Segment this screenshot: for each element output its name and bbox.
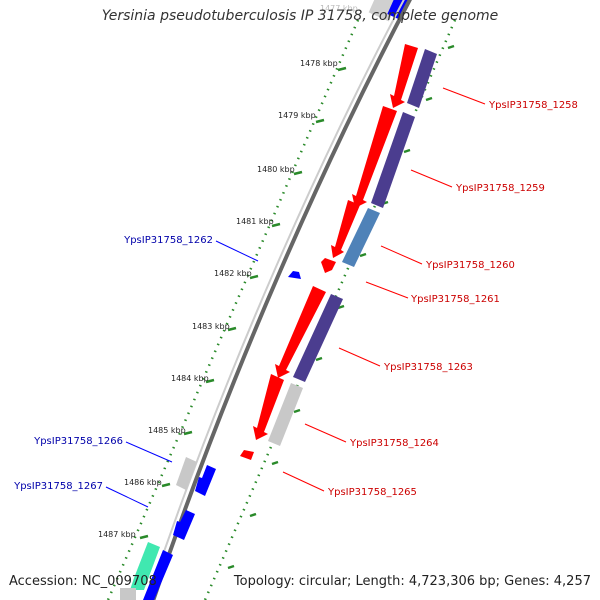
- label-1260: YpsIP31758_1260: [425, 260, 515, 271]
- forward-genes: [240, 44, 418, 460]
- cds-1264: [268, 383, 303, 446]
- tick-label-1487: 1487 kbp: [98, 530, 136, 539]
- tick-label-1483: 1483 kbp: [192, 322, 230, 331]
- genome-summary: Topology: circular; Length: 4,723,306 bp…: [233, 574, 591, 589]
- gene-1264[interactable]: [253, 374, 284, 440]
- reverse-leaders: [105, 240, 259, 508]
- label-1266: YpsIP31758_1266: [33, 436, 123, 447]
- label-1262: YpsIP31758_1262: [123, 235, 213, 246]
- label-1265: YpsIP31758_1265: [327, 487, 417, 498]
- label-1258: YpsIP31758_1258: [488, 100, 578, 111]
- tick-ring-inner: [106, 19, 360, 600]
- gene-1263[interactable]: [275, 286, 326, 378]
- gene-1266[interactable]: [195, 465, 216, 496]
- cds-track: [268, 49, 437, 446]
- gene-1267[interactable]: [173, 510, 195, 540]
- cds-teal-bottom: [130, 542, 160, 590]
- tick-label-1486: 1486 kbp: [124, 478, 162, 487]
- reverse-genes: [143, 271, 301, 600]
- gene-1259[interactable]: [352, 106, 397, 208]
- major-ticks-inner: [139, 66, 347, 540]
- gene-1265[interactable]: [240, 450, 254, 460]
- tick-labels: 1478 kbp 1479 kbp 1480 kbp 1481 kbp 1482…: [98, 59, 338, 539]
- gene-top-partial: [387, 0, 411, 20]
- gene-bottom-1[interactable]: [143, 550, 173, 600]
- reverse-gene-labels: YpsIP31758_1262 YpsIP31758_1266 YpsIP317…: [13, 235, 213, 492]
- page-title: Yersinia pseudotuberculosis IP 31758, co…: [101, 8, 499, 24]
- top-partial-tick: 1477 kbp: [320, 4, 358, 13]
- label-1259: YpsIP31758_1259: [455, 183, 545, 194]
- genome-backbone-shadow: [146, 0, 405, 600]
- cds-1259: [371, 112, 415, 208]
- accession-text: Accession: NC_009708: [9, 574, 157, 589]
- tick-label-1479: 1479 kbp: [278, 111, 316, 120]
- cds-grey-bottom: [120, 588, 136, 600]
- label-1263: YpsIP31758_1263: [383, 362, 473, 373]
- tick-label-1478: 1478 kbp: [300, 59, 338, 68]
- gene-1258[interactable]: [390, 44, 418, 108]
- cds-1258: [407, 49, 437, 108]
- cds-1260: [342, 208, 380, 267]
- label-1264: YpsIP31758_1264: [349, 438, 439, 449]
- cds-1266: [176, 457, 197, 490]
- tick-label-1480: 1480 kbp: [257, 165, 295, 174]
- gene-1262[interactable]: [288, 271, 301, 279]
- forward-leaders: [282, 87, 486, 492]
- forward-gene-labels: YpsIP31758_1258 YpsIP31758_1259 YpsIP317…: [327, 100, 578, 498]
- tick-label-1481: 1481 kbp: [236, 217, 274, 226]
- tick-label-1485: 1485 kbp: [148, 426, 186, 435]
- tick-label-1484: 1484 kbp: [171, 374, 209, 383]
- label-1261: YpsIP31758_1261: [410, 294, 500, 305]
- genome-backbone: [151, 0, 412, 600]
- gene-1261[interactable]: [321, 258, 336, 273]
- label-1267: YpsIP31758_1267: [13, 481, 103, 492]
- tick-label-1482: 1482 kbp: [214, 269, 252, 278]
- cds-1263: [293, 294, 343, 382]
- gene-1260[interactable]: [331, 200, 360, 258]
